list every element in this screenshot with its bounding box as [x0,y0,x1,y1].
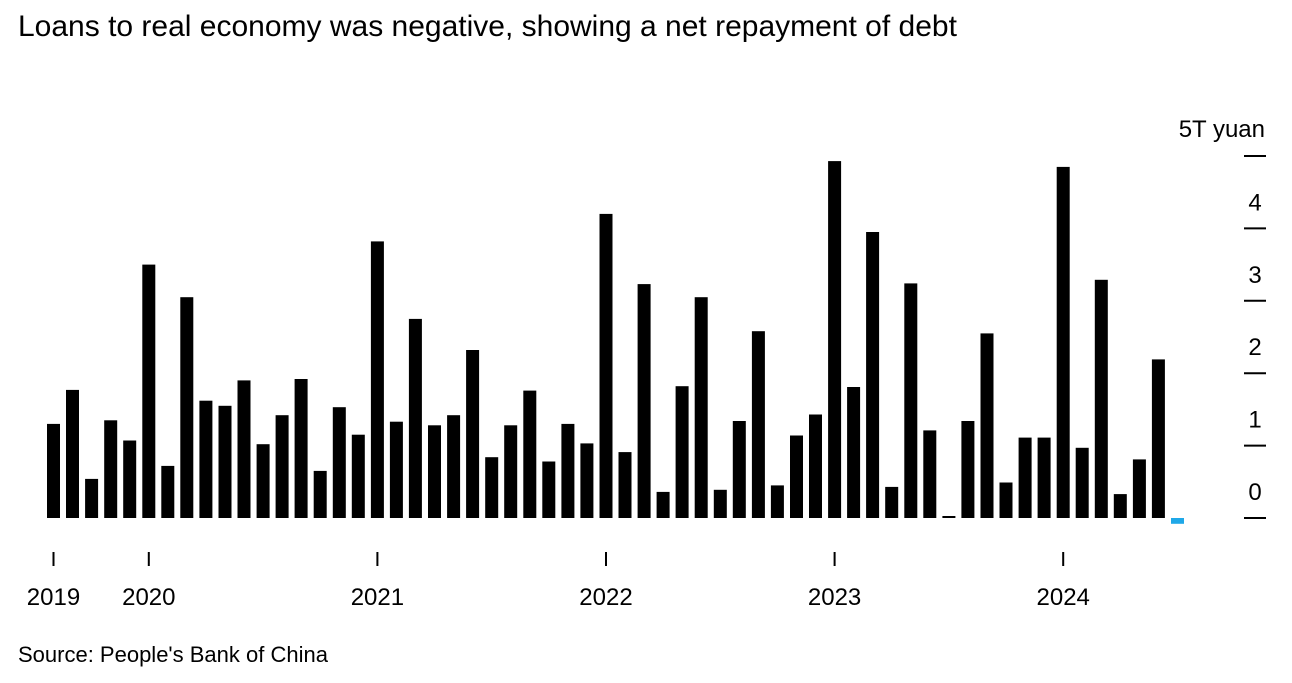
bar [256,444,270,518]
bar [351,434,365,518]
bar [161,465,175,518]
bars [47,161,1184,524]
bar [980,333,994,518]
bar [199,400,213,518]
bar [1056,166,1070,518]
bar [770,485,784,518]
bar [694,297,708,518]
bar [104,420,118,518]
bar [1094,279,1108,518]
y-tick-label: 4 [1248,189,1261,216]
bar [294,379,308,518]
y-axis: 5T yuan 0 1 2 3 4 [1179,116,1266,519]
bar [904,283,918,518]
bar [1018,437,1032,518]
y-tick-label: 3 [1248,262,1261,289]
bar [828,161,842,518]
bar [123,440,137,518]
bar [847,387,861,518]
bar [485,457,499,518]
bar [313,470,327,518]
bar-chart: 5T yuan 0 1 2 3 4 2019 2020 2021 2022 2023 2024 [27,116,1266,611]
x-axis: 2019 2020 2021 2022 2023 2024 [27,552,1090,611]
bar [790,435,803,518]
bar [751,331,765,518]
bar [142,264,156,518]
bar [218,405,232,518]
bar [637,284,651,518]
bar [580,443,594,518]
bar [809,414,822,518]
bar [389,421,403,518]
y-tick-label: 1 [1248,407,1261,434]
bar [618,452,632,518]
x-tick-label: 2023 [808,584,861,611]
x-tick-label: 2019 [27,584,80,611]
bar [599,213,613,518]
x-tick-label: 2021 [351,584,404,611]
bar [999,482,1013,518]
bar [961,421,975,518]
bar [656,491,670,518]
y-tick-label: 2 [1248,334,1261,361]
bar [428,425,441,518]
bar [275,415,289,518]
x-tick-label: 2020 [122,584,175,611]
y-axis-unit-label: 5T yuan [1179,116,1265,143]
bar [1075,447,1089,518]
bar [523,390,537,518]
x-tick-label: 2024 [1037,584,1090,611]
bar [447,415,461,518]
bar [466,350,480,518]
bar [561,423,575,518]
bar [1132,459,1146,518]
x-tick-label: 2022 [579,584,632,611]
bar [1037,437,1051,518]
bar [885,486,899,518]
bar [370,241,384,518]
bar [332,407,346,518]
bar [85,478,99,518]
bar [504,425,518,518]
bar [1151,359,1165,518]
bar [866,232,880,518]
bar [923,430,937,518]
bar [180,297,194,518]
bar [237,380,251,518]
bar [47,423,60,518]
bar-highlight [1171,518,1184,524]
bar [408,318,422,518]
bar [1113,494,1127,518]
bar [732,421,746,518]
y-tick-label: 0 [1248,479,1261,506]
bar [713,489,727,518]
chart-title: Loans to real economy was negative, show… [18,10,957,43]
bar [675,386,689,518]
bar [66,389,79,518]
source-note: Source: People's Bank of China [18,642,328,667]
bar [542,461,556,518]
bar [942,516,956,518]
